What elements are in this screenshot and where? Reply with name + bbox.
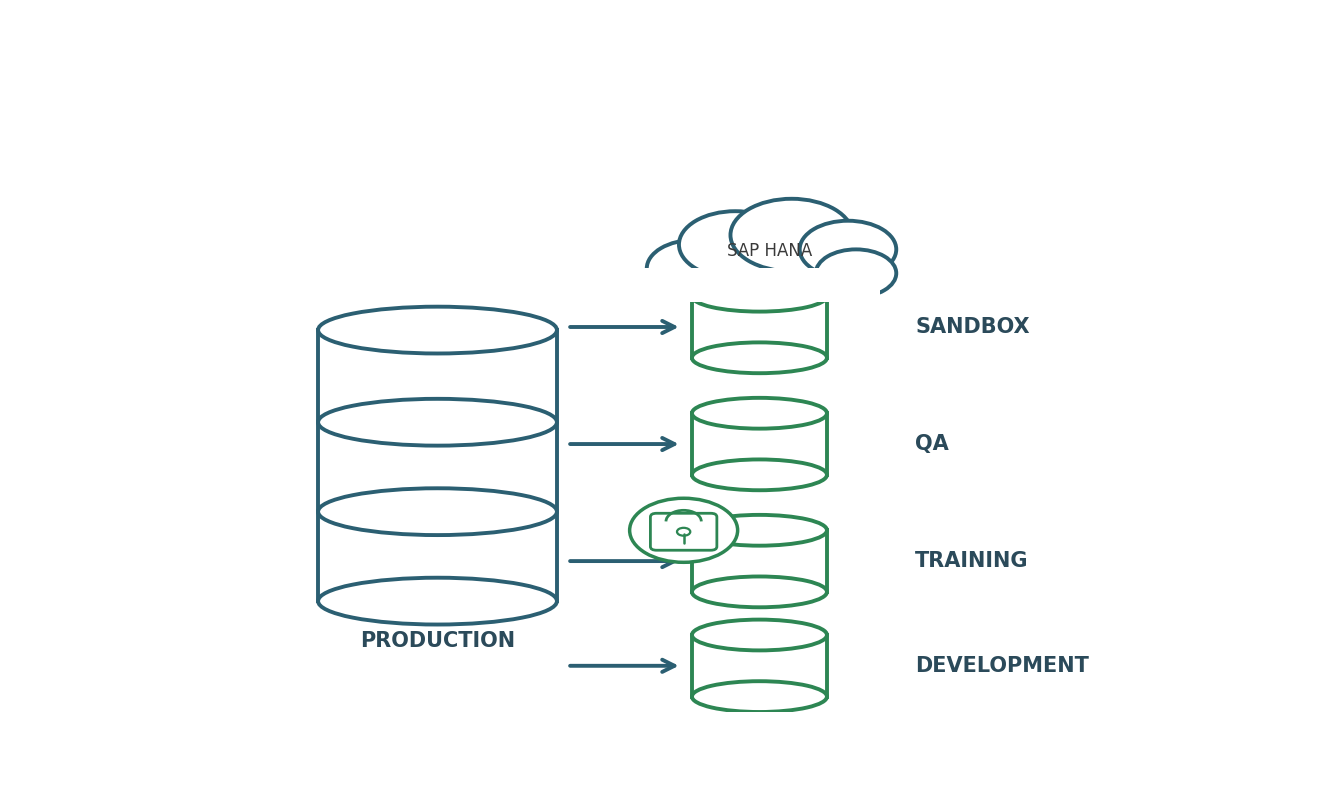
FancyBboxPatch shape: [650, 514, 717, 550]
Polygon shape: [691, 635, 827, 697]
Circle shape: [647, 240, 744, 297]
Ellipse shape: [318, 399, 557, 446]
Circle shape: [679, 211, 792, 278]
Text: DEVELOPMENT: DEVELOPMENT: [915, 656, 1089, 676]
Text: TRAINING: TRAINING: [915, 551, 1029, 571]
Ellipse shape: [691, 577, 827, 607]
Circle shape: [730, 198, 852, 271]
Ellipse shape: [691, 515, 827, 546]
Ellipse shape: [691, 619, 827, 650]
Text: QA: QA: [915, 434, 949, 454]
Polygon shape: [691, 414, 827, 475]
Polygon shape: [691, 296, 827, 358]
Circle shape: [677, 528, 690, 536]
Polygon shape: [318, 330, 557, 601]
Ellipse shape: [691, 459, 827, 490]
Text: PRODUCTION: PRODUCTION: [360, 631, 515, 651]
Ellipse shape: [691, 681, 827, 712]
Circle shape: [800, 221, 896, 278]
Circle shape: [816, 250, 896, 297]
Ellipse shape: [318, 306, 557, 354]
Text: SAP HANA: SAP HANA: [728, 242, 812, 260]
Text: SANDBOX: SANDBOX: [915, 317, 1030, 337]
Ellipse shape: [691, 398, 827, 429]
Circle shape: [630, 498, 737, 562]
Ellipse shape: [691, 342, 827, 373]
Ellipse shape: [691, 281, 827, 312]
Bar: [639, 267, 880, 302]
Ellipse shape: [318, 488, 557, 535]
Polygon shape: [691, 530, 827, 592]
Ellipse shape: [318, 578, 557, 625]
